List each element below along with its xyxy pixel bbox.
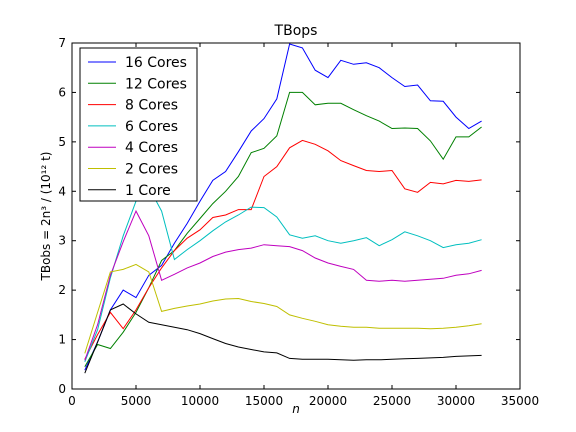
x-tick-label: 10000 <box>181 394 219 408</box>
x-tick-label: 15000 <box>245 394 283 408</box>
legend-label-5: 2 Cores <box>125 162 178 178</box>
legend-label-3: 6 Cores <box>125 119 178 135</box>
y-axis-label: TBobs = 2n³ / (10¹² t) <box>39 152 53 282</box>
x-tick-label: 0 <box>68 394 76 408</box>
series-line-5 <box>84 263 482 354</box>
chart-title: TBops <box>274 23 318 39</box>
x-tick-label: 35000 <box>501 394 539 408</box>
legend-label-4: 4 Cores <box>125 140 178 156</box>
y-tick-label: 4 <box>58 184 66 198</box>
x-tick-label: 5000 <box>121 394 152 408</box>
y-tick-label: 3 <box>58 234 66 248</box>
x-tick-label: 25000 <box>373 394 411 408</box>
series-line-4 <box>84 209 482 361</box>
legend-label-1: 12 Cores <box>125 76 187 92</box>
legend: 16 Cores 12 Cores 8 Cores 6 Cores 4 Cores 2 C… <box>79 47 198 202</box>
legend-label-6: 1 Core <box>125 183 171 199</box>
tick-layer: 0 5000 10000 15000 20000 25000 30000 35000 0 1 2 3 4… <box>58 36 539 408</box>
legend-label-2: 8 Cores <box>125 98 178 114</box>
plot-frame <box>71 42 521 390</box>
series-line-6 <box>84 303 482 374</box>
y-tick-label: 1 <box>58 333 66 347</box>
y-tick-label: 7 <box>58 36 66 50</box>
y-tick-label: 5 <box>58 135 66 149</box>
y-tick-label: 0 <box>58 382 66 396</box>
x-tick-label: 30000 <box>437 394 475 408</box>
y-tick-label: 6 <box>58 85 66 99</box>
series-line-1 <box>84 91 482 368</box>
series-line-2 <box>84 139 482 360</box>
legend-box <box>79 47 198 202</box>
series-line-0 <box>84 43 482 371</box>
x-axis-label: n <box>292 402 300 416</box>
y-tick-label: 2 <box>58 283 66 297</box>
x-tick-label: 20000 <box>309 394 347 408</box>
legend-label-0: 16 Cores <box>125 55 187 71</box>
